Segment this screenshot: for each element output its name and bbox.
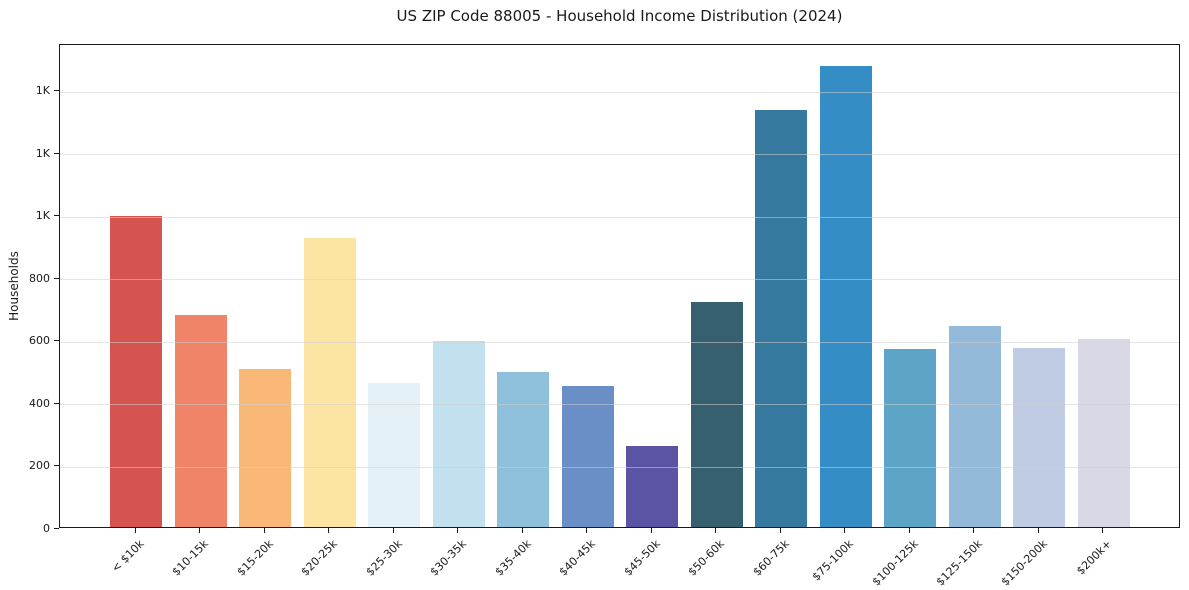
xtick-mark-$20-25k (328, 528, 329, 533)
ytick-label-1200: 1K (35, 146, 50, 160)
ytick-label-0: 0 (43, 521, 50, 535)
xtick-mark-$150-200k (1037, 528, 1039, 533)
xtick-label-$20-25k: $20-25k (298, 537, 340, 579)
xtick-label-$10-15k: $10-15k (169, 537, 211, 579)
bar-$200k+ (1077, 339, 1130, 527)
ytick-mark-200 (54, 465, 59, 467)
xtick-label-$50-60k: $50-60k (685, 537, 727, 579)
gridline-1000 (60, 216, 1179, 218)
bar-$150-200k (1013, 348, 1065, 527)
gridline-1400 (60, 91, 1179, 93)
gridline-600 (60, 341, 1179, 343)
ytick-mark-600 (54, 340, 59, 342)
xtick-mark-$60-75k (779, 528, 781, 533)
xtick-mark-$125-150k (973, 528, 974, 533)
ytick-label-1000: 1K (35, 209, 50, 223)
ytick-label-800: 800 (29, 271, 50, 285)
bar-$100-125k (884, 349, 936, 527)
xtick-label-$75-100k: $75-100k (809, 537, 856, 584)
xtick-label-$40-45k: $40-45k (556, 537, 598, 579)
xtick-label-< $10k: < $10k (108, 537, 147, 575)
bar-$35-40k (497, 372, 549, 527)
xtick-label-$15-20k: $15-20k (234, 537, 276, 579)
xtick-mark-< $10k (134, 528, 136, 533)
ytick-label-600: 600 (29, 334, 50, 348)
ytick-label-200: 200 (29, 459, 50, 473)
xtick-mark-$10-15k (199, 528, 200, 533)
xtick-mark-$50-60k (715, 528, 716, 533)
ytick-mark-400 (54, 402, 59, 404)
bar-$10-15k (174, 314, 227, 527)
ytick-mark-0 (54, 527, 59, 529)
plot-area (59, 44, 1180, 528)
ytick-mark-1400 (54, 90, 59, 92)
bar-$60-75k (755, 109, 807, 527)
xtick-label-$100-125k: $100-125k (869, 537, 921, 589)
ytick-label-400: 400 (29, 396, 50, 410)
xtick-label-$35-40k: $35-40k (492, 537, 534, 579)
xtick-label-$30-35k: $30-35k (427, 537, 469, 579)
gridline-200 (60, 466, 1179, 468)
xtick-label-$200k+: $200k+ (1073, 537, 1114, 578)
ytick-label-1400: 1K (35, 84, 50, 98)
gridline-1200 (60, 154, 1179, 156)
xtick-mark-$30-35k (457, 528, 458, 533)
bar-$30-35k (432, 341, 485, 527)
xtick-mark-$200k+ (1102, 528, 1103, 533)
bar-$20-25k (303, 238, 356, 527)
chart-title: US ZIP Code 88005 - Household Income Dis… (396, 7, 843, 25)
ytick-mark-1000 (54, 215, 59, 217)
xtick-label-$150-200k: $150-200k (998, 537, 1050, 589)
bar-$40-45k (561, 386, 614, 527)
bar-$125-150k (948, 325, 1001, 527)
bar-$45-50k (626, 446, 678, 527)
bar-$50-60k (690, 301, 743, 527)
xtick-mark-$25-30k (392, 528, 394, 533)
xtick-label-$25-30k: $25-30k (363, 537, 405, 579)
ytick-mark-1200 (54, 152, 59, 154)
bar-$75-100k (819, 66, 872, 527)
xtick-mark-$45-50k (650, 528, 652, 533)
xtick-mark-$40-45k (586, 528, 587, 533)
gridline-400 (60, 404, 1179, 406)
xtick-label-$45-50k: $45-50k (621, 537, 663, 579)
bar-< $10k (110, 216, 162, 527)
bar-$25-30k (368, 383, 420, 527)
xtick-mark-$100-125k (908, 528, 910, 533)
y-axis-title: Households (7, 251, 21, 321)
gridline-800 (60, 279, 1179, 281)
xtick-mark-$75-100k (844, 528, 845, 533)
xtick-mark-$35-40k (521, 528, 523, 533)
xtick-mark-$15-20k (263, 528, 265, 533)
ytick-mark-800 (54, 277, 59, 279)
bar-$15-20k (239, 369, 291, 527)
xtick-label-$125-150k: $125-150k (933, 537, 985, 589)
xtick-label-$60-75k: $60-75k (750, 537, 792, 579)
